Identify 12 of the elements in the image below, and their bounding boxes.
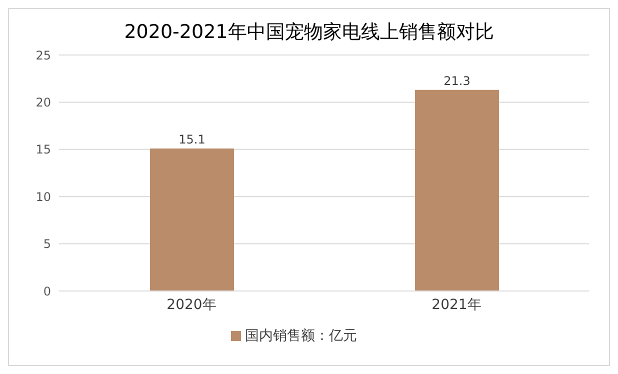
legend-label: 国内销售额：亿元 (245, 328, 357, 344)
chart-title: 2020-2021年中国宠物家电线上销售额对比 (123, 20, 495, 45)
x-tick-label: 2021年 (432, 296, 482, 313)
y-tick-label: 25 (36, 48, 51, 62)
y-tick-label: 10 (36, 190, 51, 204)
data-label: 15.1 (178, 132, 206, 146)
y-tick-label: 15 (36, 142, 51, 157)
y-tick-label: 0 (43, 284, 51, 298)
y-tick-label: 5 (43, 237, 51, 252)
y-tick-label: 20 (36, 95, 51, 110)
data-label: 21.3 (444, 74, 470, 88)
x-tick-label: 2020年 (166, 296, 216, 313)
